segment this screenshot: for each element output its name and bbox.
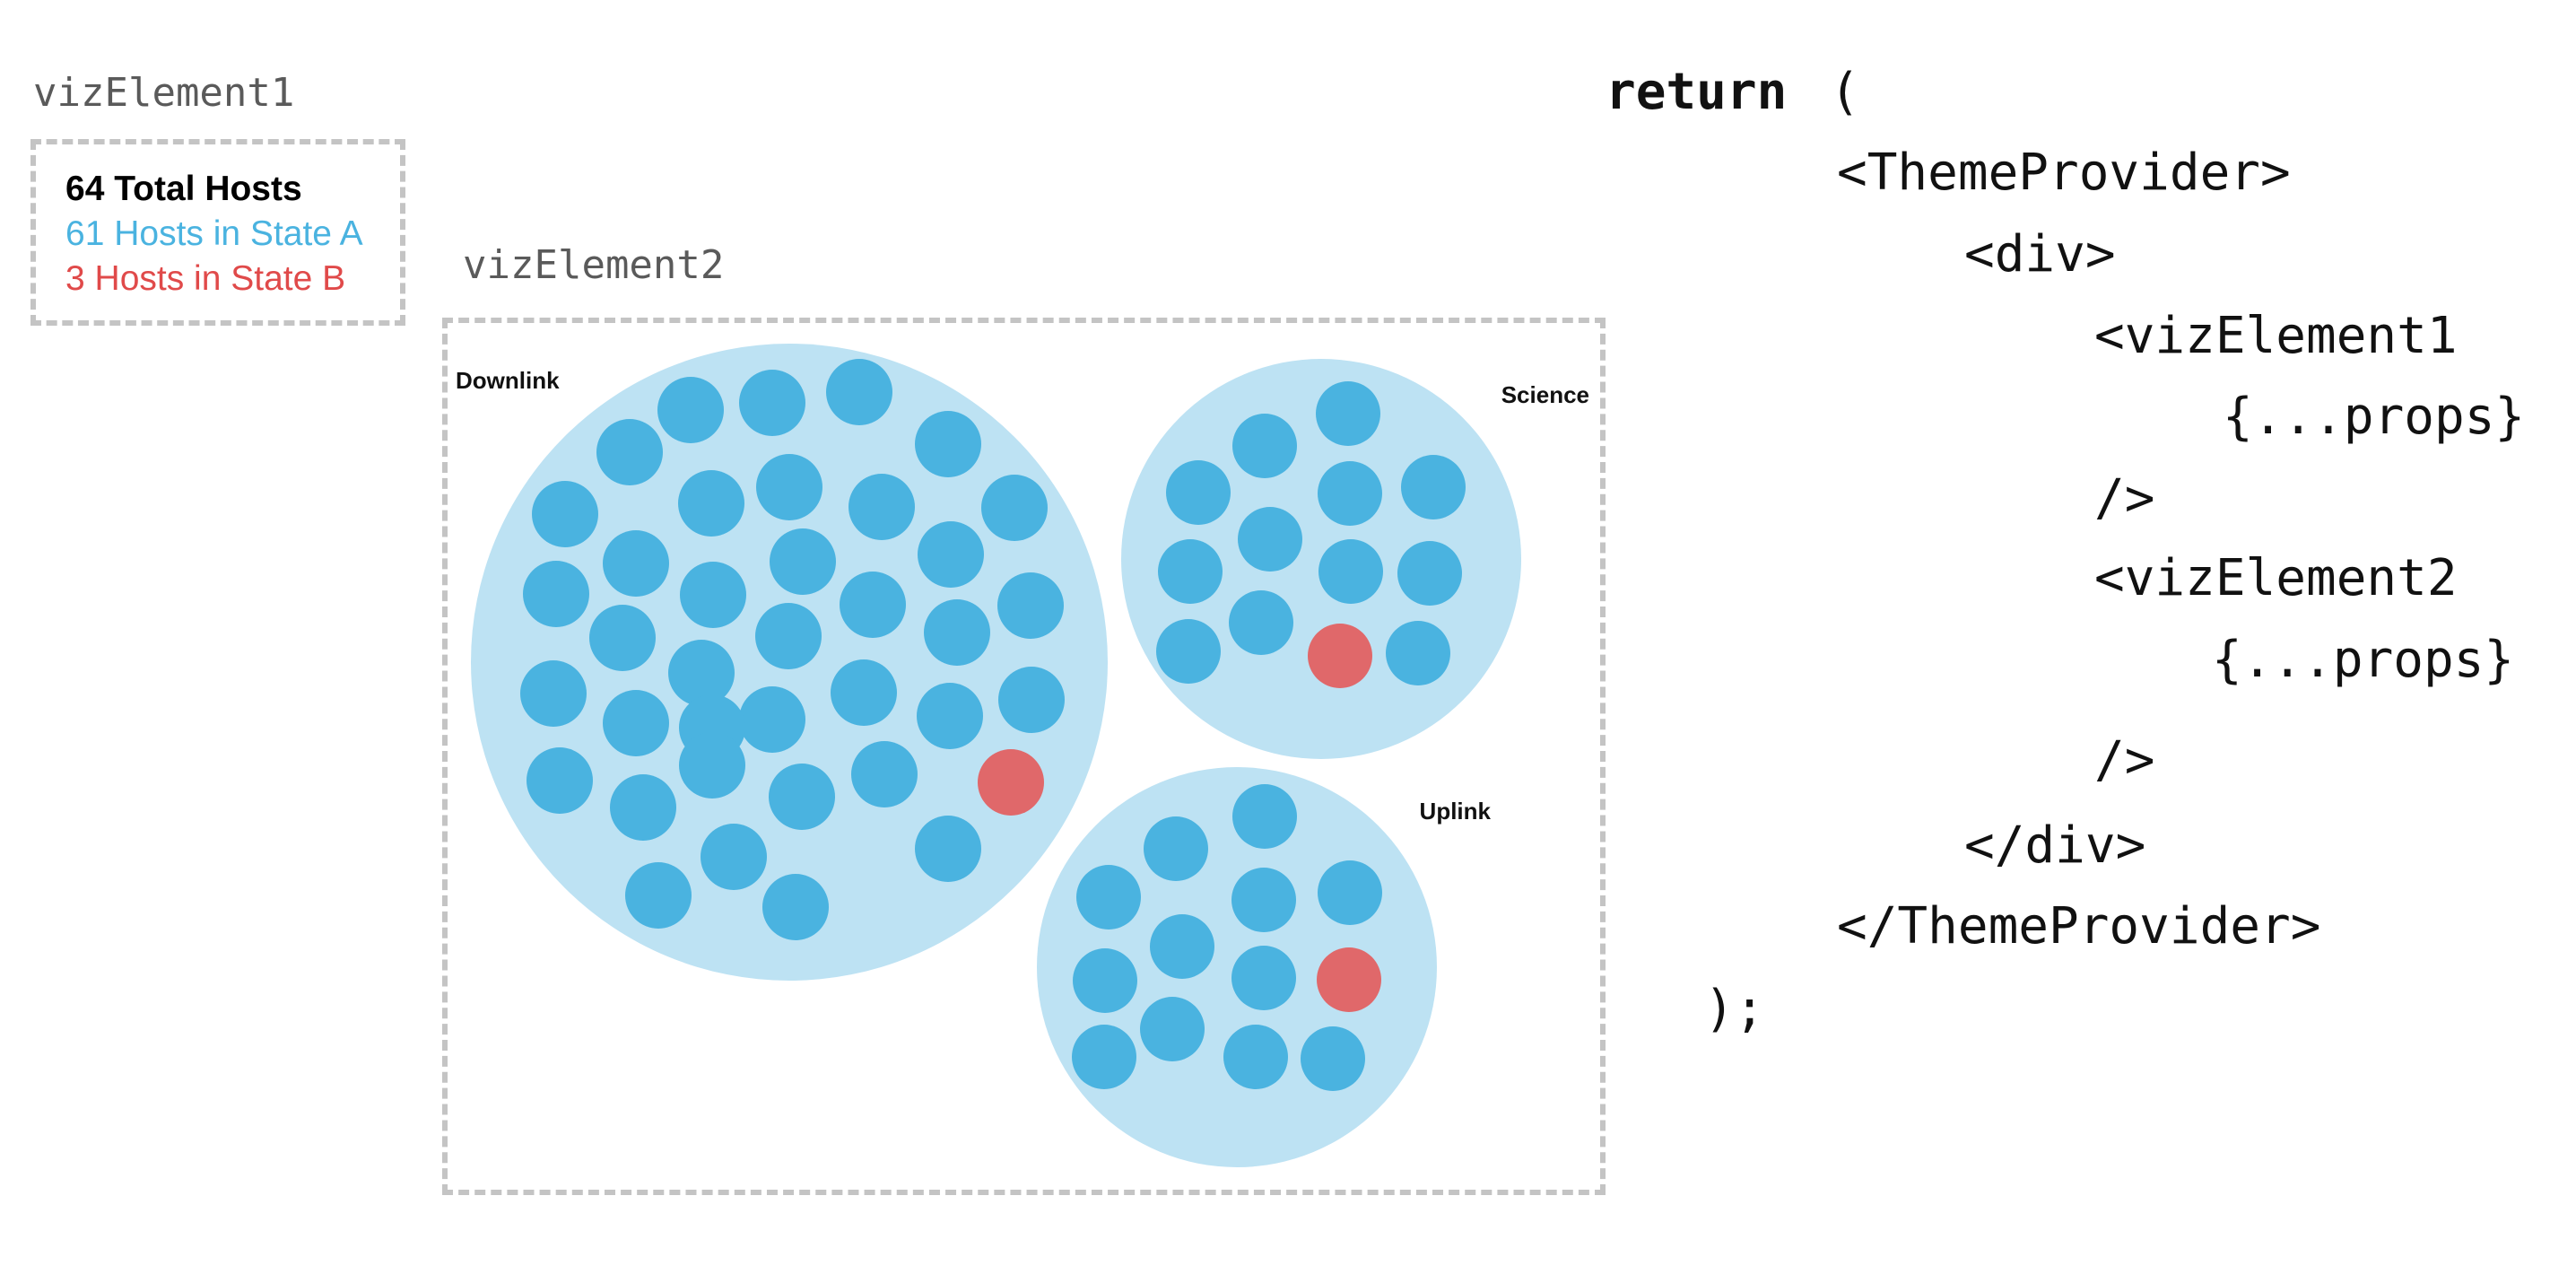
host-state-a (1072, 1025, 1136, 1089)
host-state-a (840, 572, 906, 638)
group-label-uplink: Uplink (1420, 798, 1492, 825)
host-state-a (739, 686, 805, 753)
host-state-a (1318, 461, 1382, 526)
host-state-a (523, 561, 589, 627)
host-state-a (1401, 455, 1466, 519)
host-state-a (762, 874, 829, 940)
host-state-a (678, 470, 744, 537)
host-state-a (532, 481, 598, 547)
host-state-a (679, 732, 745, 799)
host-group-science: Science (1121, 359, 1589, 759)
host-state-a (668, 640, 735, 706)
host-state-a (701, 824, 767, 890)
host-state-a (917, 683, 983, 749)
host-state-a (826, 359, 892, 425)
viz-element-1-label: vizElement1 (33, 70, 295, 116)
host-state-a (603, 690, 669, 756)
host-state-a (527, 747, 593, 814)
host-state-b (1308, 624, 1372, 688)
host-state-a (1229, 590, 1293, 655)
host-state-a (1140, 997, 1205, 1061)
host-state-a (1397, 541, 1462, 606)
host-state-a (589, 605, 656, 671)
host-state-a (1156, 619, 1221, 684)
host-state-a (1301, 1026, 1365, 1091)
host-state-a (603, 530, 669, 597)
host-state-a (625, 862, 692, 929)
host-state-a (1144, 816, 1208, 881)
host-state-a (680, 562, 746, 628)
host-state-a (739, 370, 805, 436)
legend-state-a: 61 Hosts in State A (65, 214, 363, 253)
host-state-a (769, 764, 835, 830)
host-state-a (981, 475, 1048, 541)
host-state-a (756, 454, 822, 520)
host-state-a (1318, 539, 1383, 604)
host-group-downlink: Downlink (456, 344, 1108, 981)
host-state-a (1232, 784, 1297, 849)
host-state-a (1150, 914, 1214, 979)
host-group-uplink: Uplink (1037, 767, 1492, 1167)
viz-element-1-legend-box: 64 Total Hosts 61 Hosts in State A 3 Hos… (30, 139, 405, 326)
host-state-b (978, 749, 1044, 816)
host-state-a (1232, 414, 1297, 478)
viz-element-2-box (442, 318, 1606, 1195)
legend-total-hosts: 64 Total Hosts (65, 170, 302, 208)
group-label-downlink: Downlink (456, 367, 560, 394)
host-state-a (997, 572, 1064, 639)
host-state-a (1158, 539, 1223, 604)
host-state-a (851, 741, 918, 807)
host-state-a (915, 411, 981, 477)
host-state-a (1073, 948, 1137, 1013)
host-state-a (520, 660, 587, 727)
host-state-a (915, 816, 981, 882)
host-state-a (755, 603, 822, 669)
host-state-a (596, 419, 663, 485)
host-state-a (1223, 1025, 1288, 1089)
host-state-a (918, 521, 984, 588)
host-state-b (1317, 947, 1381, 1012)
host-state-a (1231, 868, 1296, 932)
host-state-a (1076, 865, 1141, 930)
host-state-a (1318, 860, 1382, 925)
group-label-science: Science (1501, 381, 1589, 408)
host-state-a (610, 774, 676, 841)
host-state-a (657, 377, 724, 443)
host-state-a (1238, 507, 1302, 572)
host-state-a (1386, 621, 1450, 685)
host-state-a (831, 659, 897, 726)
host-state-a (849, 474, 915, 540)
legend-state-b: 3 Hosts in State B (65, 259, 346, 298)
host-state-a (770, 528, 836, 595)
host-state-a (998, 667, 1065, 733)
host-state-a (1231, 946, 1296, 1010)
host-state-a (1166, 460, 1231, 525)
viz-element-2-label: vizElement2 (463, 242, 725, 288)
host-state-a (924, 599, 990, 666)
host-state-a (1316, 381, 1380, 446)
